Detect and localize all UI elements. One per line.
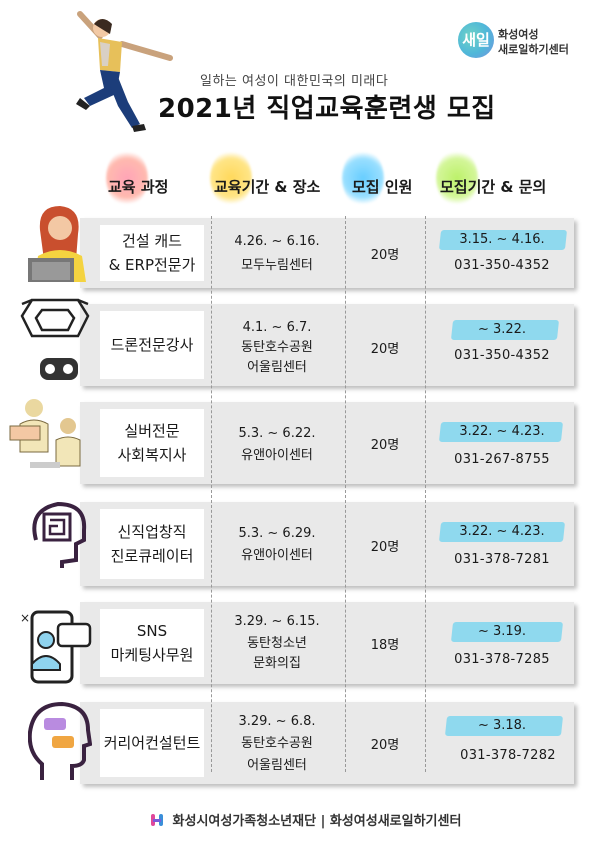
course-name: 건설 캐드 & ERP전문가 bbox=[100, 225, 204, 281]
logo-text-line2: 새로일하기센터 bbox=[498, 43, 569, 56]
course-period: 4.1. ~ 6.7. bbox=[242, 320, 312, 335]
recruit-header-blob bbox=[436, 150, 478, 206]
course-name-line1: 실버전문 bbox=[124, 422, 180, 440]
center-logo: 새일 화성여성 새로일하기센터 bbox=[458, 22, 578, 62]
course-name-line1: 신직업창직 bbox=[117, 523, 187, 541]
course-row: 신직업창직 진로큐레이터 5.3. ~ 6.29. 유앤아이센터 20명 3.2… bbox=[80, 502, 574, 586]
course-row: 건설 캐드 & ERP전문가 4.26. ~ 6.16. 모두누림센터 20명 … bbox=[80, 218, 574, 288]
course-name-line2: 사회복지사 bbox=[117, 446, 187, 464]
course-count: 20명 bbox=[370, 738, 400, 753]
course-place: 동탄청소년 bbox=[247, 636, 307, 651]
course-place-line2: 어울림센터 bbox=[247, 360, 307, 375]
course-place: 동탄호수공원 bbox=[241, 736, 313, 751]
brain-maze-icon bbox=[32, 501, 87, 568]
course-row: 실버전문 사회복지사 5.3. ~ 6.22. 유앤아이센터 20명 3.22.… bbox=[80, 402, 574, 484]
course-place: 유앤아이센터 bbox=[241, 548, 313, 563]
course-period: 3.29. ~ 6.15. bbox=[234, 614, 320, 629]
course-name: SNS 마케팅사무원 bbox=[100, 609, 204, 677]
seniors-reading-icon bbox=[9, 399, 81, 468]
course-phone: 031-350-4352 bbox=[454, 348, 550, 363]
column-divider bbox=[211, 216, 212, 772]
course-period: 4.26. ~ 6.16. bbox=[234, 234, 320, 249]
course-period: 5.3. ~ 6.22. bbox=[238, 426, 316, 441]
course-period: 5.3. ~ 6.29. bbox=[238, 526, 316, 541]
footer: 화성시여성가족청소년재단 | 화성여성새로일하기센터 bbox=[150, 810, 461, 829]
course-place: 유앤아이센터 bbox=[241, 448, 313, 463]
course-name-line1: 드론전문강사 bbox=[110, 336, 194, 354]
course-recruit-period: 3.15. ~ 4.16. bbox=[459, 232, 545, 247]
course-period: 3.29. ~ 6.8. bbox=[238, 714, 316, 729]
course-row: 드론전문강사 4.1. ~ 6.7. 동탄호수공원 어울림센터 20명 ~ 3.… bbox=[80, 304, 574, 386]
page-title: 2021년 직업교육훈련생 모집 bbox=[158, 94, 496, 124]
course-count: 20명 bbox=[370, 248, 400, 263]
course-name-line2: 마케팅사무원 bbox=[110, 646, 194, 664]
course-row: 커리어컨설턴트 3.29. ~ 6.8. 동탄호수공원 어울림센터 20명 ~ … bbox=[80, 702, 574, 784]
course-recruit-period: ~ 3.19. bbox=[477, 624, 527, 639]
saeil-logo-mark: 새일 bbox=[458, 22, 494, 58]
column-header-count: 모집 인원 bbox=[352, 178, 413, 196]
course-place: 동탄호수공원 bbox=[241, 340, 313, 355]
footer-text: 화성시여성가족청소년재단 | 화성여성새로일하기센터 bbox=[172, 814, 462, 829]
course-recruit-period: ~ 3.22. bbox=[477, 322, 527, 337]
header-subtitle: 일하는 여성이 대한민국의 미래다 bbox=[200, 74, 389, 89]
course-row: SNS 마케팅사무원 3.29. ~ 6.15. 동탄청소년 문화의집 18명 … bbox=[80, 602, 574, 684]
head-chat-icon bbox=[28, 701, 92, 780]
woman-laptop-icon bbox=[28, 206, 86, 282]
logo-text-line1: 화성여성 bbox=[498, 28, 539, 41]
course-place: 모두누림센터 bbox=[241, 258, 313, 273]
foundation-logo-icon bbox=[151, 814, 163, 826]
course-recruit-period: ~ 3.18. bbox=[477, 718, 527, 733]
course-name: 드론전문강사 bbox=[100, 311, 204, 379]
course-count: 18명 bbox=[370, 638, 400, 653]
column-header-course: 교육 과정 bbox=[108, 178, 169, 196]
column-divider bbox=[425, 216, 426, 772]
course-name-line1: SNS bbox=[136, 622, 168, 640]
course-header-blob bbox=[106, 150, 148, 206]
course-place-line2: 어울림센터 bbox=[247, 758, 307, 773]
jumping-woman-illustration bbox=[76, 11, 173, 132]
phone-chat-user-icon: × bbox=[20, 610, 92, 684]
column-header-period-place: 교육기간 & 장소 bbox=[214, 178, 321, 196]
course-count: 20명 bbox=[370, 438, 400, 453]
course-phone: 031-350-4352 bbox=[454, 258, 550, 273]
course-recruit-period: 3.22. ~ 4.23. bbox=[459, 424, 545, 439]
course-count: 20명 bbox=[370, 342, 400, 357]
column-divider bbox=[345, 216, 346, 772]
count-header-blob bbox=[342, 150, 384, 206]
course-count: 20명 bbox=[370, 540, 400, 555]
course-name-line1: 커리어컨설턴트 bbox=[103, 734, 201, 752]
course-name-line2: & ERP전문가 bbox=[108, 256, 196, 274]
course-place-line2: 문화의집 bbox=[253, 656, 301, 671]
course-name-line2: 진로큐레이터 bbox=[110, 547, 194, 565]
course-name-line1: 건설 캐드 bbox=[122, 232, 182, 250]
svg-text:×: × bbox=[20, 611, 30, 625]
drone-icon bbox=[20, 298, 90, 380]
period-header-blob bbox=[210, 150, 252, 206]
course-name: 커리어컨설턴트 bbox=[100, 709, 204, 777]
course-phone: 031-378-7282 bbox=[460, 748, 556, 763]
course-name: 신직업창직 진로큐레이터 bbox=[100, 509, 204, 579]
course-name: 실버전문 사회복지사 bbox=[100, 409, 204, 477]
course-phone: 031-267-8755 bbox=[454, 452, 550, 467]
column-header-recruit-contact: 모집기간 & 문의 bbox=[440, 178, 547, 196]
course-phone: 031-378-7285 bbox=[454, 652, 550, 667]
course-phone: 031-378-7281 bbox=[454, 552, 550, 567]
course-recruit-period: 3.22. ~ 4.23. bbox=[459, 524, 545, 539]
